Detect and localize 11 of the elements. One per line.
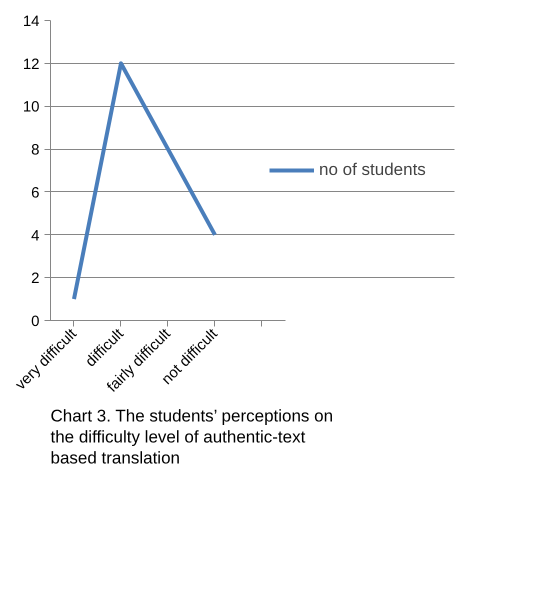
- y-tick-label: 10: [22, 98, 40, 116]
- caption: Chart 3. The students’ perceptions on the difficulty level of authentic-text based translation: [50, 406, 334, 468]
- y-tick-label: 2: [31, 270, 40, 288]
- y-tick-label: 8: [31, 142, 40, 159]
- y-tick-label: 6: [31, 184, 40, 202]
- y-tick-label: 4: [31, 227, 40, 244]
- line-series: [72, 61, 217, 302]
- y-tick-label: 12: [22, 56, 40, 73]
- y-tick-label: 14: [22, 13, 40, 30]
- legend-label: no of students: [319, 160, 427, 180]
- y-tick-label: 0: [31, 313, 40, 330]
